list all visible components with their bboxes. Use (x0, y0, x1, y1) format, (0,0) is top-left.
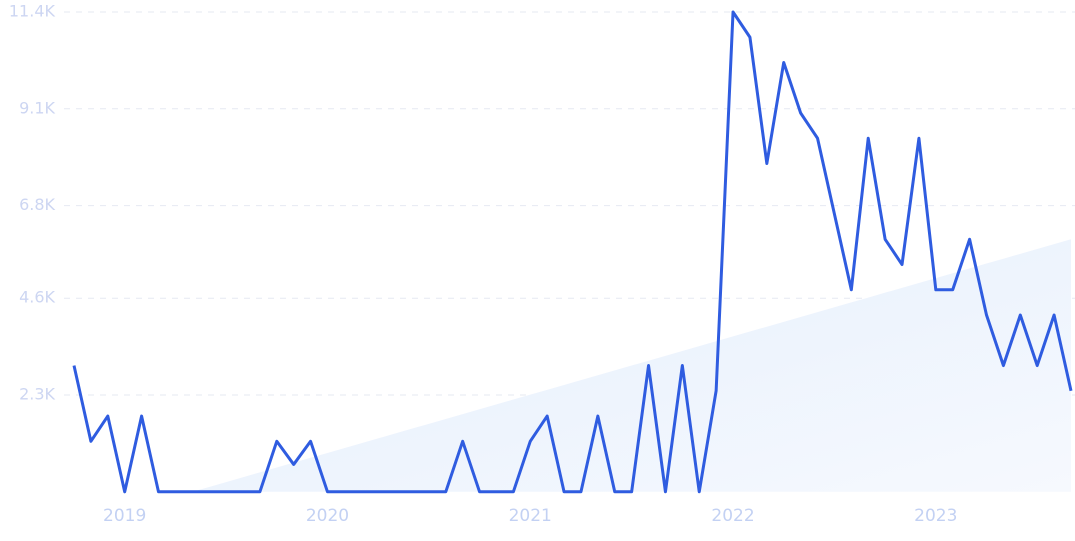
y-tick-label: 2.3K (19, 384, 55, 403)
y-tick-label: 4.6K (19, 288, 55, 307)
y-tick-label: 11.4K (9, 2, 56, 21)
x-tick-label: 2023 (914, 506, 957, 526)
x-tick-label: 2019 (103, 506, 146, 526)
y-tick-label: 6.8K (19, 195, 55, 214)
x-tick-label: 2020 (306, 506, 349, 526)
x-tick-label: 2021 (509, 506, 552, 526)
x-tick-label: 2022 (711, 506, 754, 526)
trend-area (192, 239, 1071, 492)
y-tick-label: 9.1K (19, 98, 55, 117)
data-line (72, 10, 1073, 494)
